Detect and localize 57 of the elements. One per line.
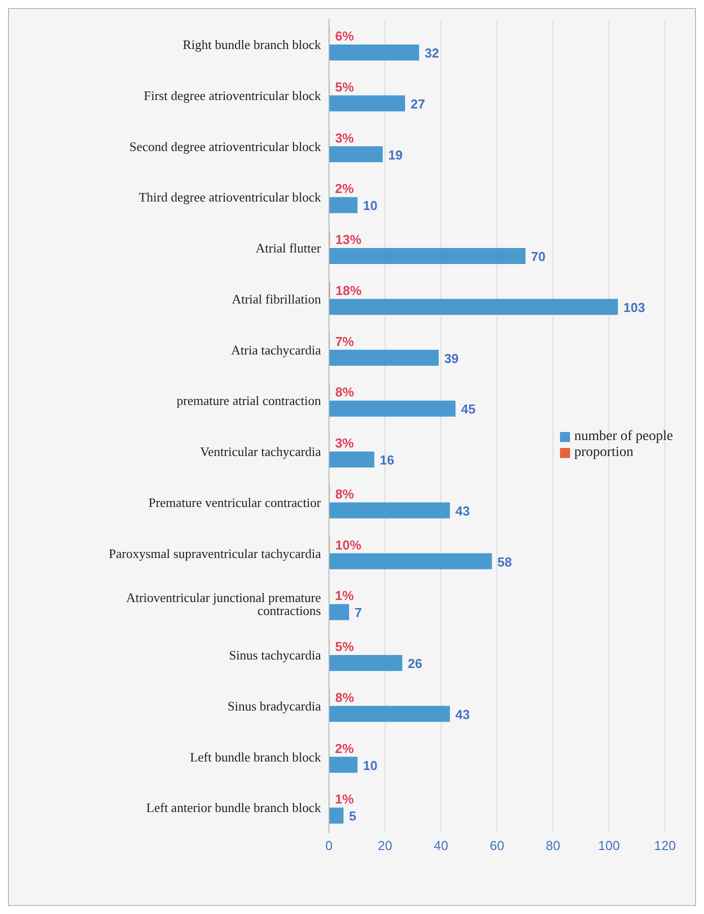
data-label: 45	[461, 402, 476, 417]
y-tick-label: Premature ventricular contractior	[148, 494, 322, 510]
x-tick-label: 100	[598, 838, 620, 854]
legend-label: proportion	[574, 445, 634, 460]
data-label: 7	[354, 605, 362, 620]
data-label: 7%	[335, 334, 354, 349]
x-tick-label: 0	[325, 838, 333, 854]
data-label: 70	[531, 249, 546, 264]
y-tick-label: Right bundle branch block	[182, 37, 322, 52]
data-label: 5	[349, 808, 356, 824]
data-label: 5%	[335, 79, 354, 94]
data-label: 8%	[335, 486, 354, 502]
data-label: 43	[455, 706, 470, 722]
data-label: 10	[363, 198, 378, 214]
y-tick-label: Second degree atrioventricular block	[129, 138, 322, 154]
y-tick-label: Sinus bradycardia	[227, 698, 322, 714]
x-tick-label: 20	[378, 838, 392, 854]
y-tick-label: Atria tachycardia	[231, 342, 322, 358]
data-label: 2%	[335, 181, 354, 196]
x-tick-label: 80	[546, 838, 560, 854]
data-label: 8%	[335, 384, 354, 400]
y-tick-label: Ventricular tachycardia	[200, 444, 322, 460]
y-tick-label: Paroxysmal supraventricular tachycardia	[108, 546, 322, 561]
y-tick-label: Left bundle branch block	[190, 749, 322, 764]
y-tick-label: Atrioventricular junctional premature contractions	[126, 590, 322, 618]
data-label: 10%	[335, 537, 362, 552]
y-tick-label: premature atrial contraction	[176, 393, 322, 408]
x-tick-label: 120	[654, 838, 676, 854]
data-label: 1%	[335, 588, 354, 604]
data-label: 3%	[335, 130, 354, 146]
legend-label: number of people	[574, 429, 673, 444]
data-label: 43	[455, 503, 470, 518]
data-label: 1%	[335, 792, 354, 807]
data-label: 5%	[335, 639, 354, 654]
data-label: 10	[363, 758, 378, 773]
y-tick-label: Sinus tachycardia	[228, 648, 322, 663]
data-label: 26	[408, 656, 422, 671]
data-label: 13%	[335, 232, 362, 247]
data-label: 27	[410, 96, 426, 112]
data-label: 103	[623, 300, 646, 315]
data-label: 18%	[336, 282, 362, 298]
x-tick-label: 60	[490, 838, 504, 854]
y-tick-label: Third degree atrioventricular block	[138, 190, 322, 205]
y-tick-label: Atrial flutter	[256, 240, 322, 256]
data-label: 16	[380, 452, 394, 468]
y-tick-label: Atrial fibrillation	[232, 291, 322, 306]
data-label: 8%	[335, 690, 354, 705]
x-tick-label: 40	[434, 838, 448, 854]
data-label: 2%	[335, 740, 354, 756]
data-label: 32	[424, 46, 440, 60]
data-label: 19	[388, 147, 403, 162]
data-label: 58	[497, 554, 512, 570]
data-label: 3%	[335, 436, 354, 450]
y-tick-label: Left anterior bundle branch block	[146, 800, 322, 816]
y-tick-label: First degree atrioventricular block	[144, 88, 322, 103]
data-label: 39	[444, 350, 459, 366]
data-label: 6%	[335, 28, 354, 44]
